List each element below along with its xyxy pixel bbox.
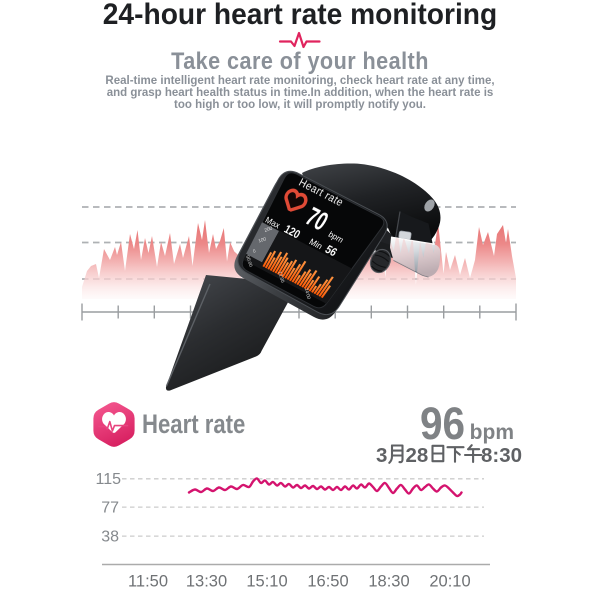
svg-text:100: 100 <box>258 237 267 244</box>
svg-text:3: 3 <box>376 444 387 466</box>
svg-text:00:00: 00:00 <box>245 255 254 268</box>
svg-text:38: 38 <box>101 529 119 546</box>
svg-text:77: 77 <box>101 500 119 517</box>
svg-text:28: 28 <box>406 444 429 466</box>
svg-text:24:00: 24:00 <box>303 288 311 300</box>
svg-text:115: 115 <box>95 471 121 488</box>
svg-text:13:30: 13:30 <box>186 573 227 591</box>
svg-text:11:50: 11:50 <box>128 573 168 591</box>
svg-text:15:10: 15:10 <box>246 573 287 591</box>
svg-text:0: 0 <box>253 249 257 254</box>
svg-text:18:30: 18:30 <box>368 573 409 591</box>
svg-text:20:10: 20:10 <box>429 573 470 591</box>
svg-text:8:30: 8:30 <box>481 444 522 466</box>
svg-text:16:50: 16:50 <box>307 573 348 591</box>
svg-text:200: 200 <box>264 226 274 233</box>
svg-text:12:00: 12:00 <box>277 271 285 284</box>
